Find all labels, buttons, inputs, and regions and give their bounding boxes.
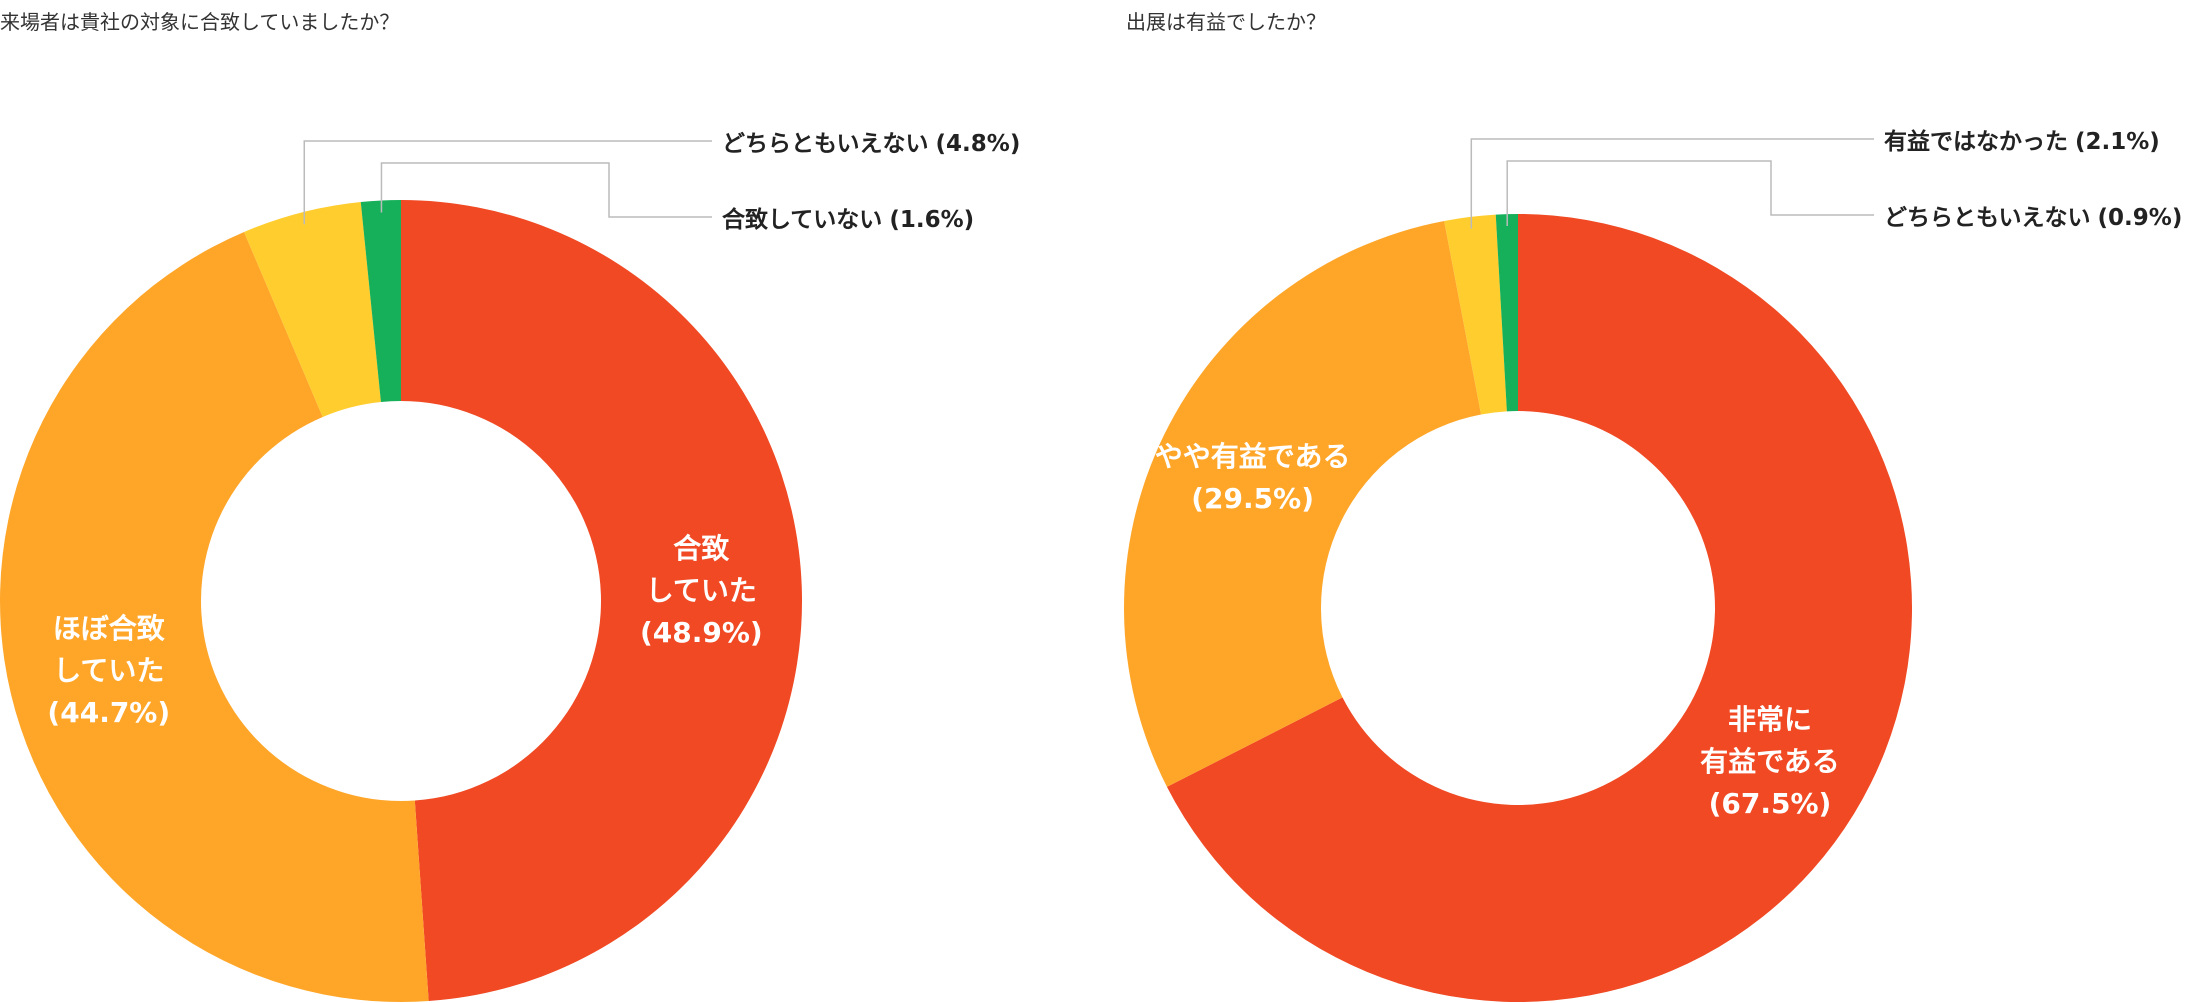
slice-value: (44.7%) (47, 696, 171, 730)
outside-label: どちらともいえない (4.8%) (722, 124, 1020, 158)
slice-category: どちらともいえない (1884, 205, 2091, 231)
slice-value: (2.1%) (2075, 129, 2160, 155)
donut-slice (360, 200, 401, 403)
outside-label: 有益ではなかった (2.1%) (1884, 122, 2160, 156)
slice-category: 合致 していた (645, 531, 757, 607)
slice-value: (1.6%) (889, 207, 975, 233)
slice-category: 非常に 有益である (1700, 703, 1840, 779)
slice-label: 合致 していた (48.9%) (640, 528, 763, 654)
leader-line (1506, 160, 1874, 226)
slice-label: やや有益である (29.5%) (1155, 436, 1351, 520)
slice-category: やや有益である (1154, 439, 1351, 473)
donut-slice (1166, 214, 1913, 1002)
donut-slice (401, 199, 803, 1002)
outside-label: どちらともいえない (0.9%) (1884, 198, 2182, 232)
chart-title: 来場者は貴社の対象に合致していましたか？ (0, 10, 400, 34)
slice-category: 合致していない (722, 207, 883, 233)
slice-label: ほぼ合致 していた (44.7%) (47, 608, 170, 734)
slice-value: (0.9%) (2097, 205, 2183, 231)
slice-value: (67.5%) (1708, 787, 1832, 821)
donut-slice (244, 202, 381, 417)
leader-line (303, 140, 712, 225)
donut-slice (1124, 220, 1482, 787)
donut-slice (1495, 214, 1518, 412)
slice-value: (29.5%) (1191, 481, 1314, 515)
outside-label: 合致していない (1.6%) (722, 200, 974, 234)
slice-value: (48.9%) (639, 615, 763, 649)
slice-category: 有益ではなかった (1884, 129, 2068, 155)
slice-category: どちらともいえない (722, 131, 929, 157)
donut-slice (0, 231, 429, 1002)
chart-title: 出展は有益でしたか？ (1126, 10, 1326, 34)
slice-value: (4.8%) (935, 131, 1021, 157)
donut-slice (1444, 214, 1507, 415)
leader-line (380, 162, 712, 218)
leader-line (1470, 138, 1874, 229)
slice-category: ほぼ合致 していた (52, 612, 165, 688)
slice-label: 非常に 有益である (67.5%) (1700, 699, 1840, 825)
